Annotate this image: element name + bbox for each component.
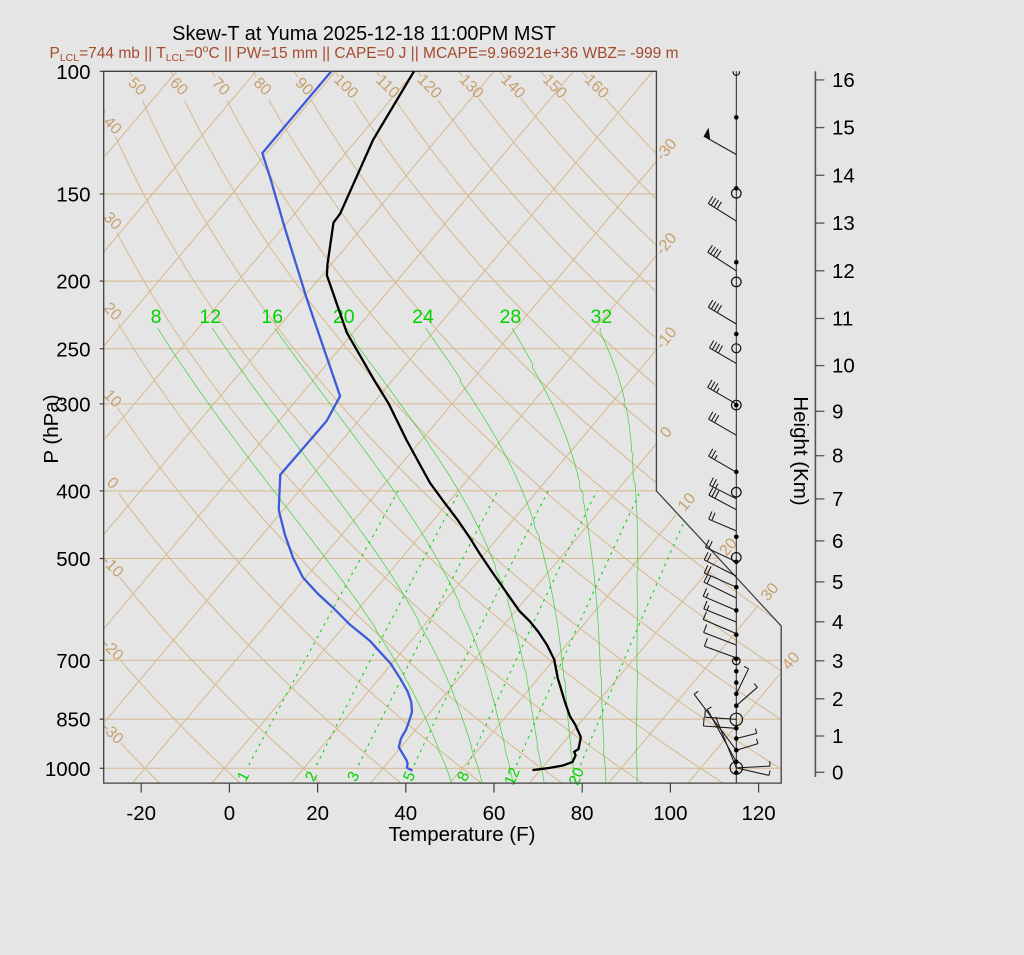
svg-text:Skew-T at Yuma 2025-12-18 11:0: Skew-T at Yuma 2025-12-18 11:00PM MST [172, 23, 556, 45]
svg-text:120: 120 [741, 802, 775, 825]
svg-text:300: 300 [56, 394, 90, 417]
svg-text:15: 15 [832, 117, 855, 140]
svg-text:1000: 1000 [45, 758, 91, 781]
svg-text:9: 9 [832, 400, 843, 423]
svg-text:32: 32 [591, 306, 613, 328]
svg-text:100: 100 [653, 802, 687, 825]
svg-text:5: 5 [832, 571, 843, 594]
svg-text:250: 250 [56, 338, 90, 361]
svg-text:8: 8 [151, 306, 162, 328]
svg-text:80: 80 [571, 802, 594, 825]
svg-text:16: 16 [261, 306, 283, 328]
svg-text:400: 400 [56, 481, 90, 504]
svg-text:20: 20 [306, 802, 329, 825]
svg-text:12: 12 [832, 260, 855, 283]
svg-text:0: 0 [832, 761, 843, 784]
svg-text:PLCL=744 mb || TLCL=0oC || PW=: PLCL=744 mb || TLCL=0oC || PW=15 mm || C… [50, 43, 679, 64]
svg-text:3: 3 [832, 650, 843, 673]
svg-text:13: 13 [832, 212, 855, 235]
svg-text:12: 12 [199, 306, 221, 328]
svg-text:7: 7 [832, 488, 843, 511]
svg-text:24: 24 [412, 306, 434, 328]
svg-text:P (hPa): P (hPa) [40, 394, 63, 463]
svg-text:60: 60 [483, 802, 506, 825]
svg-text:150: 150 [56, 184, 90, 207]
svg-text:0: 0 [224, 802, 235, 825]
svg-text:20: 20 [566, 765, 588, 788]
svg-text:14: 14 [832, 164, 855, 187]
svg-text:100: 100 [56, 61, 90, 84]
svg-text:40: 40 [394, 802, 417, 825]
svg-text:12: 12 [501, 765, 523, 788]
svg-text:-20: -20 [126, 802, 156, 825]
svg-text:10: 10 [832, 355, 855, 378]
svg-text:1: 1 [832, 725, 843, 748]
svg-text:2: 2 [832, 688, 843, 711]
svg-text:6: 6 [832, 530, 843, 553]
svg-text:16: 16 [832, 69, 855, 92]
svg-text:28: 28 [500, 306, 522, 328]
svg-text:Height (Km): Height (Km) [789, 396, 812, 505]
svg-text:4: 4 [832, 611, 843, 634]
svg-text:500: 500 [56, 548, 90, 571]
svg-text:8: 8 [832, 445, 843, 468]
svg-text:850: 850 [56, 709, 90, 732]
svg-text:200: 200 [56, 271, 90, 294]
svg-text:700: 700 [56, 650, 90, 673]
svg-text:11: 11 [832, 308, 853, 331]
svg-text:Temperature (F): Temperature (F) [389, 823, 536, 846]
